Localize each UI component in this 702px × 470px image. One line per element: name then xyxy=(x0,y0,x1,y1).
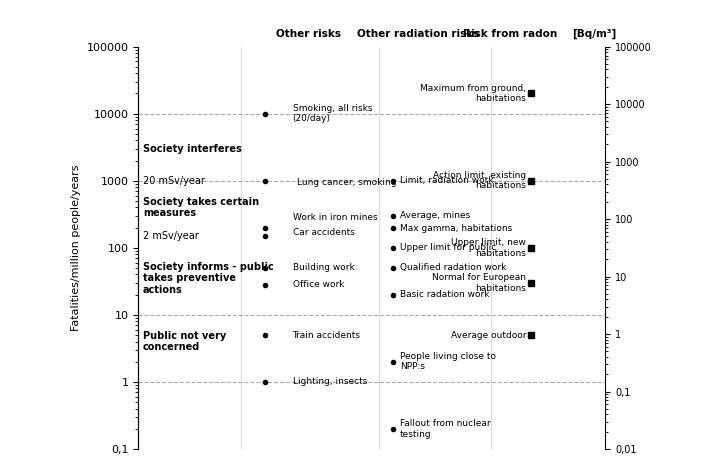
Y-axis label: Fatalities/million people/years: Fatalities/million people/years xyxy=(71,164,81,331)
Text: Upper limit, new
habitations: Upper limit, new habitations xyxy=(451,238,526,258)
Text: Other risks: Other risks xyxy=(277,29,341,39)
Text: Other radiation risks: Other radiation risks xyxy=(357,29,480,39)
Text: Society interferes: Society interferes xyxy=(143,144,242,154)
Text: 20 mSv/year: 20 mSv/year xyxy=(143,176,205,186)
Text: Average outdoor: Average outdoor xyxy=(451,330,526,339)
Text: Fallout from nuclear
testing: Fallout from nuclear testing xyxy=(400,419,491,439)
Text: People living close to
NPP:s: People living close to NPP:s xyxy=(400,352,496,371)
Text: Office work: Office work xyxy=(293,281,344,290)
Text: Upper limit for public: Upper limit for public xyxy=(400,243,496,252)
Text: Lung cancer, smoking: Lung cancer, smoking xyxy=(297,178,397,187)
Text: Public not very
concerned: Public not very concerned xyxy=(143,331,226,352)
Text: Society takes certain
measures: Society takes certain measures xyxy=(143,196,259,218)
Text: 2 mSv/year: 2 mSv/year xyxy=(143,231,199,241)
Text: [Bq/m³]: [Bq/m³] xyxy=(571,28,616,39)
Text: Basic radation work: Basic radation work xyxy=(400,290,489,299)
Text: Lighting, insects: Lighting, insects xyxy=(293,377,367,386)
Text: Building work: Building work xyxy=(293,264,355,273)
Text: Smoking, all risks
(20/day): Smoking, all risks (20/day) xyxy=(293,104,372,123)
Text: Average, mines: Average, mines xyxy=(400,212,470,220)
Text: Train accidents: Train accidents xyxy=(293,330,361,339)
Text: Normal for European
habitations: Normal for European habitations xyxy=(432,273,526,292)
Text: Action limit, existing
habitations: Action limit, existing habitations xyxy=(433,171,526,190)
Text: Qualified radation work: Qualified radation work xyxy=(400,264,506,273)
Text: Risk from radon: Risk from radon xyxy=(463,29,557,39)
Text: Max gamma, habitations: Max gamma, habitations xyxy=(400,224,512,233)
Text: Maximum from ground,
habitations: Maximum from ground, habitations xyxy=(420,84,526,103)
Text: Car accidents: Car accidents xyxy=(293,228,355,237)
Text: Limit, radiation work: Limit, radiation work xyxy=(400,176,494,185)
Text: Work in iron mines: Work in iron mines xyxy=(293,213,377,222)
Text: Society informs - public
takes preventive
actions: Society informs - public takes preventiv… xyxy=(143,262,274,295)
